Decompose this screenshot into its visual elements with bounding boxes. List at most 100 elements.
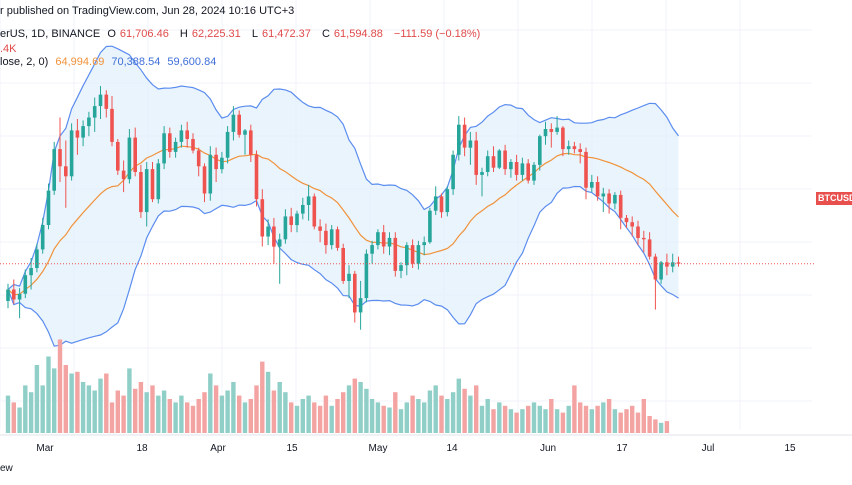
volume-bar (300, 399, 305, 433)
volume-bar (11, 402, 16, 433)
volume-bar (445, 399, 450, 433)
volume-bar (635, 412, 641, 433)
volume-bar (572, 385, 577, 433)
volume-bar (254, 385, 259, 433)
ohlc-high: H 62,225.31 (179, 28, 241, 40)
volume-bar (277, 382, 282, 433)
volume-bar (341, 392, 346, 433)
volume-bar (190, 405, 196, 433)
candle-body (474, 140, 478, 175)
candle-body (6, 289, 10, 301)
candle-body (532, 164, 536, 181)
volume-bar (410, 395, 415, 433)
volume-bar (502, 405, 508, 433)
candle-body (509, 162, 513, 170)
candle-body (538, 136, 542, 165)
volume-bar (618, 412, 623, 433)
candle-body (549, 129, 554, 132)
volume-bar (433, 385, 438, 433)
volume-bar (219, 395, 225, 433)
volume-bar (104, 373, 109, 433)
candle-body (607, 193, 611, 204)
volume-bar (167, 399, 172, 433)
candle-body (173, 141, 178, 152)
candle-body (283, 216, 288, 240)
candle-body (52, 149, 56, 191)
candle-body (92, 106, 97, 118)
candle-body (491, 156, 496, 168)
candle-body (670, 262, 675, 267)
candle-body (324, 230, 328, 246)
candle-body (410, 245, 415, 264)
volume-bar (248, 399, 253, 433)
volume-bar (595, 405, 600, 433)
volume-bar (422, 402, 427, 433)
candle-body (168, 133, 172, 152)
candle-body (520, 163, 525, 175)
volume-bar (213, 385, 219, 433)
publish-info: r published on TradingView.com, Jun 28, … (0, 5, 295, 17)
candle-body (133, 137, 137, 172)
candle-body (578, 149, 582, 152)
volume-bar (398, 409, 404, 433)
volume-bar (312, 402, 317, 433)
volume-bar (34, 365, 40, 433)
candle-body (237, 114, 241, 135)
candle-body (381, 232, 386, 247)
bb-basis-line (7, 145, 679, 296)
volume-bar (121, 395, 126, 433)
candle-body (46, 190, 51, 225)
x-tick-label: 17 (616, 443, 628, 454)
candle-body (503, 150, 507, 170)
volume-bar (450, 392, 456, 433)
volume-bar (531, 402, 537, 433)
volume-bar (560, 412, 566, 433)
candle-body (647, 239, 652, 257)
volume-bar (109, 402, 115, 433)
bollinger-legend: lose, 2, 0) 64,994.69 70,388.54 59,600.8… (0, 56, 220, 69)
candle-body (433, 196, 438, 211)
volume-bar (225, 390, 230, 433)
volume-bar (127, 368, 132, 433)
last-price-tag: BTCUSDT (816, 192, 852, 205)
candle-body (58, 149, 62, 167)
volume-bar (653, 419, 658, 433)
candle-body (468, 140, 473, 148)
candle-body (376, 232, 380, 246)
candle-body (127, 137, 132, 180)
candle-body (318, 226, 322, 231)
volume-bar (57, 339, 63, 433)
volume-bar (427, 390, 433, 433)
volume-bar (606, 399, 612, 433)
candle-body (75, 130, 80, 138)
candle-body (584, 151, 588, 188)
candle-body (526, 163, 530, 181)
volume-bar (497, 402, 502, 433)
candle-body (272, 226, 276, 247)
volume-bar (491, 409, 496, 433)
volume-bar (630, 405, 635, 433)
volume-bar (393, 392, 398, 433)
volume-bar (92, 390, 97, 433)
candle-body (243, 130, 247, 135)
candle-body (116, 141, 120, 171)
volume-bar (364, 388, 369, 433)
volume-bar (566, 405, 571, 433)
candle-body (295, 213, 299, 226)
volume-bar (265, 371, 271, 433)
x-tick-label: Jun (540, 443, 556, 454)
candle-body (445, 189, 450, 213)
ohlc-change: −111.59 (−0.18%) (393, 28, 481, 40)
candle-body (17, 293, 22, 300)
volume-bar (260, 361, 265, 433)
candle-body (370, 245, 374, 254)
candle-body (87, 117, 91, 127)
candle-body (329, 229, 334, 246)
volume-bar (294, 405, 300, 433)
volume-bar (439, 395, 444, 433)
volume-bar (138, 382, 144, 433)
candle-body (566, 146, 571, 150)
candle-body (665, 262, 669, 267)
volume-bar (664, 421, 670, 433)
